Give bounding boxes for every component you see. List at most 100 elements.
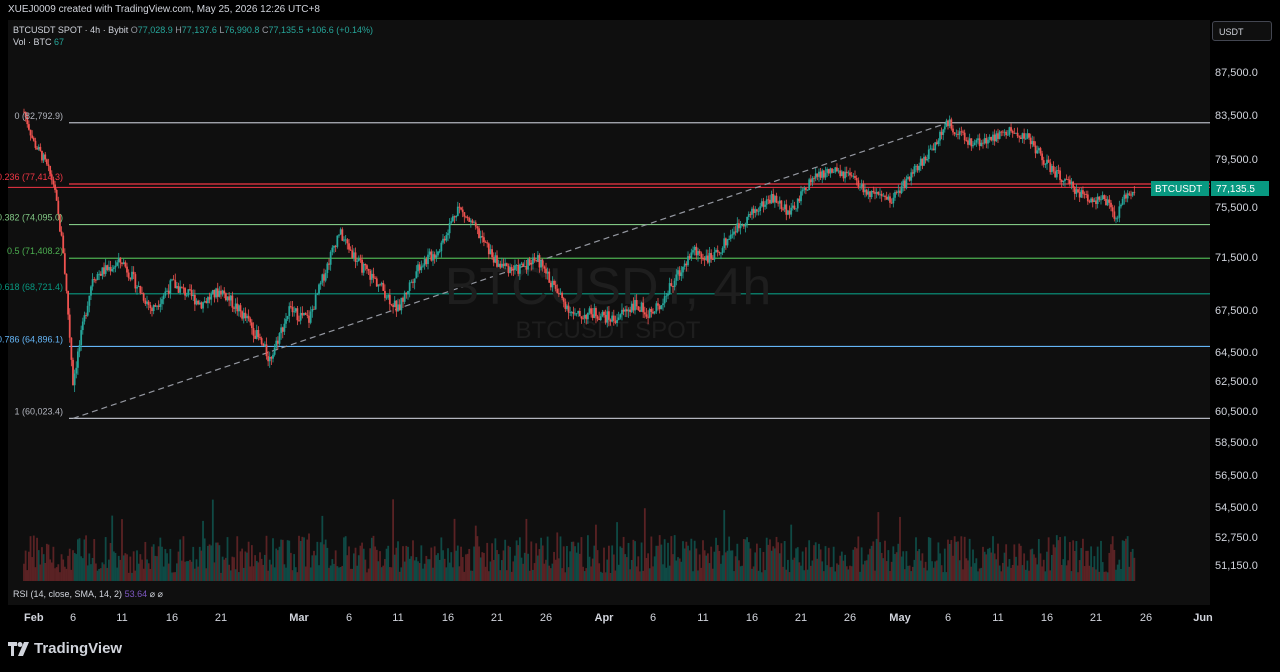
- open-label: O: [130, 25, 138, 35]
- volume-bar: [1116, 564, 1119, 581]
- candle-body: [923, 156, 925, 166]
- candle-body: [184, 288, 186, 296]
- candle-body: [397, 304, 399, 312]
- price-axis[interactable]: 87,500.0 83,500.0 79,500.0 75,500.0 71,500.0…: [1215, 67, 1258, 572]
- candle-body: [635, 300, 638, 307]
- candle-body: [564, 301, 567, 309]
- candle-body: [767, 199, 770, 201]
- volume-bar: [850, 566, 853, 581]
- volume-bar: [216, 542, 219, 581]
- candle-body: [306, 314, 309, 316]
- time-axis[interactable]: Feb 6 11 16 21 Mar 6 11 16 21 26 Apr 6 11 16 21 26 May 6 11…: [24, 612, 1213, 624]
- volume-bar: [892, 546, 895, 581]
- price-tick-label: 67,500.0: [1215, 305, 1258, 317]
- volume-bar: [995, 559, 998, 581]
- volume-bar: [236, 536, 239, 581]
- volume-bar: [557, 558, 560, 581]
- candle-body: [44, 154, 47, 160]
- candle-body: [577, 310, 580, 314]
- candle-body: [899, 190, 901, 194]
- candle-body: [57, 200, 60, 215]
- candle-body: [921, 158, 924, 166]
- price-tick-label: 56,500.0: [1215, 470, 1258, 482]
- candle-body: [1051, 165, 1053, 173]
- candle-body: [926, 159, 929, 161]
- candle-body: [561, 292, 564, 299]
- candle-body: [1034, 145, 1037, 154]
- volume-bar: [412, 540, 414, 581]
- candle-body: [749, 214, 752, 215]
- volume-bar: [231, 556, 234, 581]
- candle-body: [688, 256, 691, 259]
- candle-body: [278, 333, 281, 344]
- volume-bar: [509, 547, 511, 581]
- volume-bar: [905, 551, 908, 581]
- candlesticks[interactable]: [23, 108, 1136, 393]
- volume-bar: [469, 570, 472, 581]
- candle-body: [157, 305, 160, 307]
- volume-bar: [316, 541, 319, 581]
- volume-bar: [141, 559, 143, 581]
- candle-body: [415, 271, 418, 279]
- candle-body: [752, 208, 755, 213]
- volume-bar: [283, 564, 286, 581]
- candle-body: [171, 279, 173, 281]
- time-tick-label: 16: [746, 612, 758, 624]
- volume-bar: [760, 572, 763, 581]
- volume-bar: [190, 561, 193, 581]
- candle-body: [816, 173, 819, 177]
- candle-body: [1002, 131, 1004, 133]
- price-tick-label: 52,750.0: [1215, 532, 1258, 544]
- candle-body: [884, 195, 886, 197]
- volume-bar: [390, 567, 393, 581]
- volume-bar: [443, 558, 446, 581]
- volume-bar: [793, 557, 796, 581]
- candle-body: [608, 311, 610, 320]
- volume-bar: [958, 560, 961, 581]
- candle-body: [705, 255, 708, 260]
- volume-bar: [1044, 571, 1047, 581]
- rsi-settings-icon[interactable]: ⌀ ⌀: [149, 589, 163, 599]
- candle-body: [473, 222, 476, 224]
- candle-body: [640, 302, 643, 312]
- rsi-indicator-legend[interactable]: RSI (14, close, SMA, 14, 2) 53.64 ⌀ ⌀: [13, 589, 163, 600]
- volume-bar: [660, 544, 663, 581]
- volume-bar: [997, 543, 999, 581]
- volume-bar: [63, 566, 66, 581]
- volume-bar: [670, 536, 673, 581]
- candle-body: [507, 265, 510, 274]
- volume-bar: [796, 547, 799, 581]
- symbol-legend[interactable]: BTCUSDT SPOT · 4h · Bybit O77,028.9 H77,…: [13, 24, 373, 48]
- volume-bar: [291, 570, 294, 581]
- volume-bar: [65, 568, 68, 581]
- volume-bar: [739, 566, 742, 581]
- candle-body: [578, 310, 581, 317]
- volume-bar: [801, 551, 804, 581]
- price-tick-label: 60,500.0: [1215, 406, 1258, 418]
- volume-bar: [640, 542, 643, 581]
- volume-bar: [229, 570, 232, 581]
- volume-bar: [632, 539, 635, 581]
- candle-body: [566, 305, 568, 309]
- candle-body: [116, 262, 118, 266]
- candle-body: [1110, 202, 1112, 208]
- fibonacci-retracement[interactable]: [8, 122, 1210, 419]
- volume-bar: [1059, 537, 1061, 581]
- open-value: 77,028.9: [137, 25, 173, 35]
- volume-bar: [967, 560, 969, 581]
- volume-bar: [180, 560, 183, 581]
- volume-bar: [517, 545, 520, 581]
- candle-body: [741, 225, 744, 227]
- candle-body: [167, 290, 170, 294]
- candle-body: [892, 197, 895, 204]
- volume-bar: [117, 555, 120, 581]
- volume-bar: [935, 560, 938, 581]
- candle-body: [504, 263, 507, 267]
- candle-body: [614, 320, 617, 323]
- candle-body: [254, 335, 257, 339]
- candle-body: [263, 344, 266, 346]
- volume-bar: [288, 540, 291, 581]
- candle-body: [832, 171, 835, 173]
- currency-button[interactable]: USDT: [1212, 21, 1272, 41]
